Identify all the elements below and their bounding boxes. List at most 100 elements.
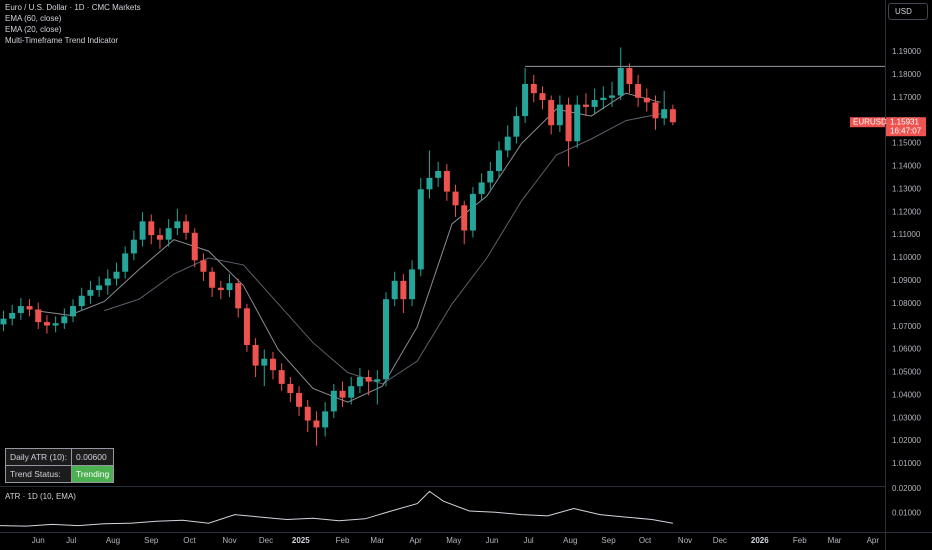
candle-body	[339, 390, 346, 398]
candle-body	[70, 306, 77, 317]
candle-body	[478, 182, 485, 194]
candle-body	[513, 116, 520, 137]
candle-body	[591, 100, 598, 107]
cell: Daily ATR (10):	[5, 448, 72, 466]
candle-body	[426, 177, 433, 190]
candle-body	[400, 280, 407, 300]
candle-body	[539, 93, 546, 101]
candle-body	[548, 100, 555, 126]
currency-button[interactable]: USD	[888, 3, 928, 20]
x-tick-label: Sep	[601, 536, 616, 545]
x-tick-label: Jun	[32, 536, 45, 545]
candle-body	[348, 386, 355, 398]
candle-body	[9, 312, 16, 319]
candle-body	[417, 189, 424, 270]
candle-body	[556, 104, 563, 126]
candle-body	[409, 269, 416, 300]
candle-body	[278, 370, 285, 384]
candle-body	[252, 344, 259, 366]
candle-body	[200, 260, 207, 272]
x-tick-label: Nov	[678, 536, 692, 545]
y-tick-label: 1.18000	[892, 70, 921, 79]
x-tick-label: Jul	[66, 536, 76, 545]
cell: 0.00600	[70, 448, 115, 466]
price-label: 1.15931	[890, 117, 919, 126]
candle-body	[661, 109, 668, 119]
candle-body	[183, 221, 190, 233]
y-tick-label: 1.06000	[892, 345, 921, 354]
candle-body	[435, 171, 442, 178]
candle-body	[643, 97, 650, 103]
candle-body	[0, 318, 7, 325]
candle-body	[296, 393, 303, 407]
x-tick-label: Dec	[259, 536, 273, 545]
y-tick-label: 1.13000	[892, 184, 921, 193]
candle-body	[61, 316, 68, 324]
candle-body	[226, 283, 233, 291]
candle-body	[626, 67, 633, 85]
candle-body	[582, 104, 589, 107]
y-tick-label: 1.02000	[892, 436, 921, 445]
candle-body	[235, 283, 242, 309]
y-tick-label: 0.01000	[892, 509, 921, 518]
candle-body	[304, 406, 311, 421]
candle-body	[443, 171, 450, 192]
x-tick-label: Apr	[867, 536, 880, 545]
status-table: Daily ATR (10): 0.00600 Trend Status: Tren…	[5, 448, 115, 483]
candle-body	[322, 411, 329, 428]
candle-body	[139, 221, 146, 240]
candle-body	[365, 377, 372, 382]
candle-body	[469, 193, 476, 231]
x-tick-label: Dec	[713, 536, 727, 545]
candle-body	[52, 323, 59, 326]
candle-body	[382, 299, 389, 380]
candle-body	[530, 84, 537, 94]
candle-body	[269, 358, 276, 371]
y-tick-label: 1.14000	[892, 162, 921, 171]
x-tick-label: Feb	[336, 536, 350, 545]
x-tick-label: Aug	[106, 536, 120, 545]
candle-body	[574, 104, 581, 142]
candle-body	[635, 84, 642, 98]
legend-entry: Multi-Timeframe Trend Indicator	[5, 36, 119, 45]
x-tick-label: 2026	[751, 536, 769, 545]
candle-body	[452, 191, 459, 206]
candle-body	[374, 379, 381, 382]
x-tick-label: Nov	[222, 536, 236, 545]
candle-body	[174, 221, 181, 229]
atr-title: ATR · 1D (10, EMA)	[5, 492, 76, 501]
symbol-title: Euro / U.S. Dollar · 1D · CMC Markets	[5, 3, 141, 12]
candle-body	[313, 420, 320, 428]
candle-body	[617, 67, 624, 96]
y-tick-label: 1.07000	[892, 322, 921, 331]
candle-body	[504, 136, 511, 151]
candle-body	[113, 271, 120, 279]
candle-body	[391, 280, 398, 300]
candle-body	[461, 205, 468, 231]
candle-body	[652, 102, 659, 119]
candle-body	[191, 232, 198, 261]
candle-body	[287, 383, 294, 394]
candle-body	[243, 308, 250, 345]
legend-entry: EMA (60, close)	[5, 14, 62, 23]
y-tick-label: 1.11000	[892, 230, 921, 239]
candle-body	[43, 322, 50, 326]
ema-line	[34, 92, 661, 403]
y-tick-label: 1.04000	[892, 390, 921, 399]
y-tick-label: 1.09000	[892, 276, 921, 285]
cell: Trending	[70, 465, 115, 483]
candle-body	[522, 84, 529, 117]
candle-body	[356, 377, 363, 387]
x-tick-label: Mar	[370, 536, 384, 545]
cell: Trend Status:	[5, 465, 72, 483]
atr-line	[0, 490, 673, 527]
y-tick-label: 1.15000	[892, 139, 921, 148]
candle-body	[148, 221, 155, 236]
x-tick-label: Feb	[793, 536, 807, 545]
symbol-tag	[850, 117, 885, 128]
y-tick-label: 1.17000	[892, 93, 921, 102]
y-tick-label: 1.08000	[892, 299, 921, 308]
y-tick-label: 1.03000	[892, 413, 921, 422]
x-tick-label: Aug	[563, 536, 577, 545]
